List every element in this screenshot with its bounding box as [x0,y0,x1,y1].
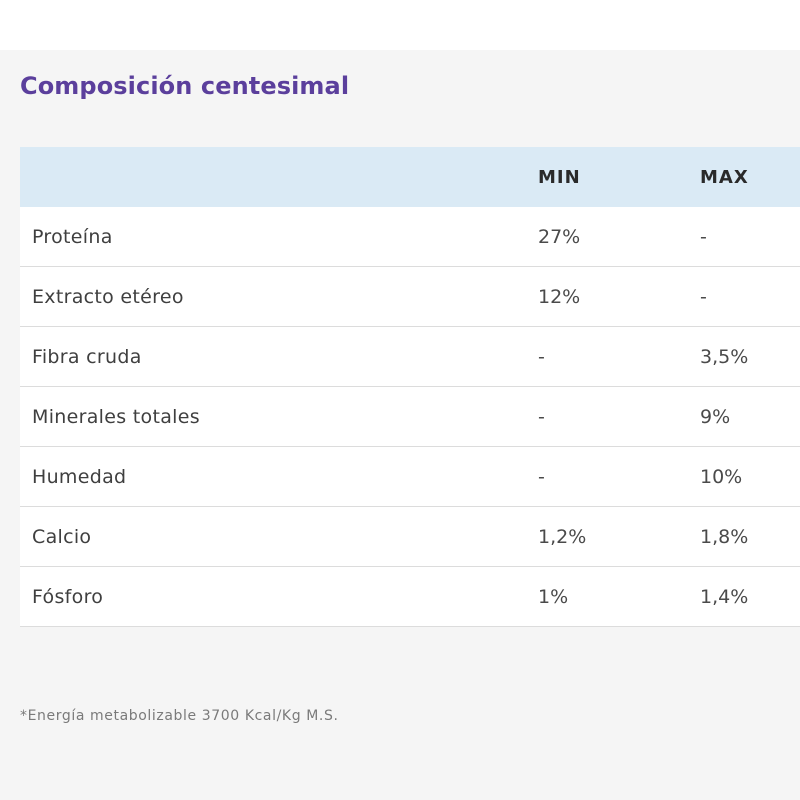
row-label: Fósforo [32,585,104,608]
header-min-cell: MIN [538,166,581,188]
table-row: Calcio 1,2% 1,8% [20,507,800,567]
row-max-value: 3,5% [700,345,749,368]
row-min-value: - [538,405,545,428]
row-min-value: 1,2% [538,525,587,548]
row-min-value: - [538,465,545,488]
table-header-row: MIN MAX [20,147,800,207]
row-max-value: 9% [700,405,731,428]
row-min-value: 1% [538,585,569,608]
row-label: Humedad [32,465,127,488]
table-row: Extracto etéreo 12% - [20,267,800,327]
row-label: Fibra cruda [32,345,142,368]
table-row: Minerales totales - 9% [20,387,800,447]
row-max-value: - [700,285,707,308]
row-label: Extracto etéreo [32,285,184,308]
row-max-value: 10% [700,465,743,488]
row-min-value: 27% [538,225,581,248]
row-min-value: 12% [538,285,581,308]
row-min-value: - [538,345,545,368]
row-label: Proteína [32,225,113,248]
row-label: Calcio [32,525,92,548]
row-max-value: 1,4% [700,585,749,608]
row-max-value: - [700,225,707,248]
table-row: Fósforo 1% 1,4% [20,567,800,627]
energy-footnote: *Energía metabolizable 3700 Kcal/Kg M.S. [20,708,339,724]
section-title: Composición centesimal [20,72,350,100]
composition-table: MIN MAX Proteína 27% - Extracto etéreo 1… [20,147,800,627]
table-row: Humedad - 10% [20,447,800,507]
row-max-value: 1,8% [700,525,749,548]
row-label: Minerales totales [32,405,200,428]
table-row: Fibra cruda - 3,5% [20,327,800,387]
table-row: Proteína 27% - [20,207,800,267]
header-max-cell: MAX [700,166,749,188]
top-band [0,0,800,50]
